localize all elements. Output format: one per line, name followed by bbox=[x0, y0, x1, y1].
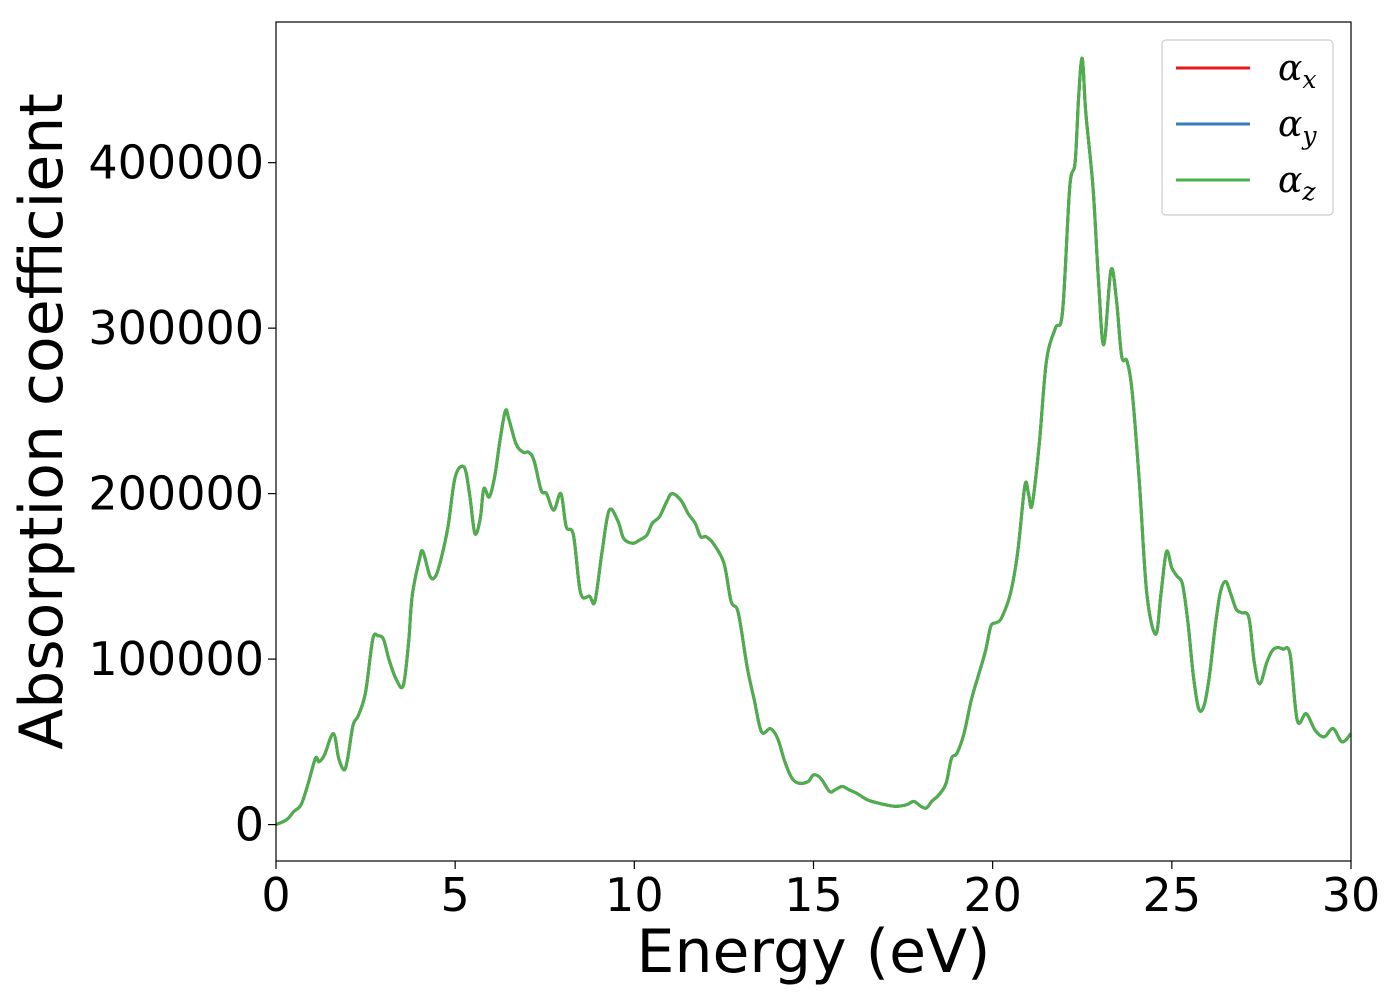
series-line-z bbox=[276, 56, 1351, 826]
x-tick-label: 5 bbox=[441, 868, 470, 922]
legend-label-y: αy bbox=[1278, 104, 1317, 150]
y-tick-label: 400000 bbox=[88, 136, 264, 190]
y-axis-title: Absorption coefficient bbox=[7, 93, 77, 750]
series-layer bbox=[276, 56, 1351, 826]
legend-label-z: αz bbox=[1278, 160, 1316, 206]
x-tick-label: 20 bbox=[963, 868, 1022, 922]
x-tick-label: 25 bbox=[1143, 868, 1202, 922]
y-tick-label: 300000 bbox=[88, 301, 264, 355]
x-axis-title: Energy (eV) bbox=[637, 917, 991, 987]
x-tick-label: 15 bbox=[784, 868, 843, 922]
axes-layer: 0 5 10 15 20 25 30 0 100000 200000 300000 400000 bbox=[88, 21, 1381, 922]
y-tick-label: 200000 bbox=[88, 467, 264, 521]
x-tick-label: 0 bbox=[261, 868, 290, 922]
y-tick-label: 100000 bbox=[88, 632, 264, 686]
legend-box bbox=[1161, 39, 1334, 216]
x-tick-label: 10 bbox=[605, 868, 664, 922]
y-tick-label: 0 bbox=[235, 798, 264, 852]
legend-label-x: αx bbox=[1278, 48, 1316, 94]
legend: αx αy αz bbox=[1161, 39, 1334, 216]
x-tick-label: 30 bbox=[1322, 868, 1381, 922]
